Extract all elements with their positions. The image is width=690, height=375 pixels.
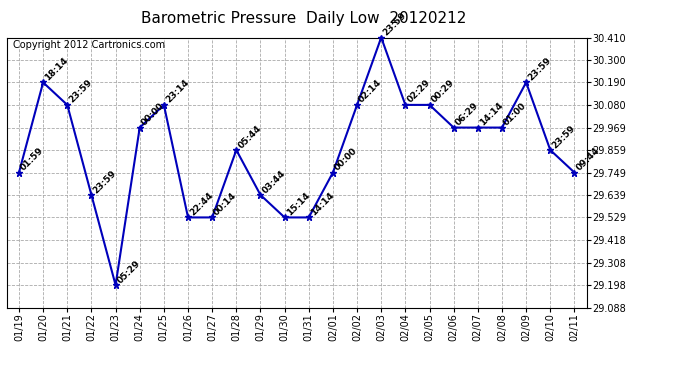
Text: 23:59: 23:59 [551,123,577,150]
Text: 23:14: 23:14 [164,78,190,105]
Text: 00:29: 00:29 [429,78,456,105]
Text: 18:14: 18:14 [43,56,70,82]
Text: 01:00: 01:00 [502,101,529,128]
Text: 05:29: 05:29 [115,258,142,285]
Text: 23:59: 23:59 [381,11,408,38]
Text: 03:44: 03:44 [261,168,287,195]
Text: Copyright 2012 Cartronics.com: Copyright 2012 Cartronics.com [12,40,165,50]
Text: 15:14: 15:14 [284,191,311,217]
Text: 06:29: 06:29 [454,101,480,128]
Text: 00:14: 00:14 [213,191,239,217]
Text: 02:14: 02:14 [357,78,384,105]
Text: 09:44: 09:44 [574,146,601,172]
Text: 05:44: 05:44 [236,123,263,150]
Text: 02:29: 02:29 [406,78,432,105]
Text: 01:59: 01:59 [19,146,46,172]
Text: 23:59: 23:59 [68,78,94,105]
Text: 14:14: 14:14 [308,190,335,217]
Text: Barometric Pressure  Daily Low  20120212: Barometric Pressure Daily Low 20120212 [141,11,466,26]
Text: 23:59: 23:59 [526,56,553,82]
Text: 23:59: 23:59 [91,168,118,195]
Text: 00:00: 00:00 [139,101,166,128]
Text: 22:44: 22:44 [188,190,215,217]
Text: 00:00: 00:00 [333,146,359,172]
Text: 14:14: 14:14 [477,101,504,128]
